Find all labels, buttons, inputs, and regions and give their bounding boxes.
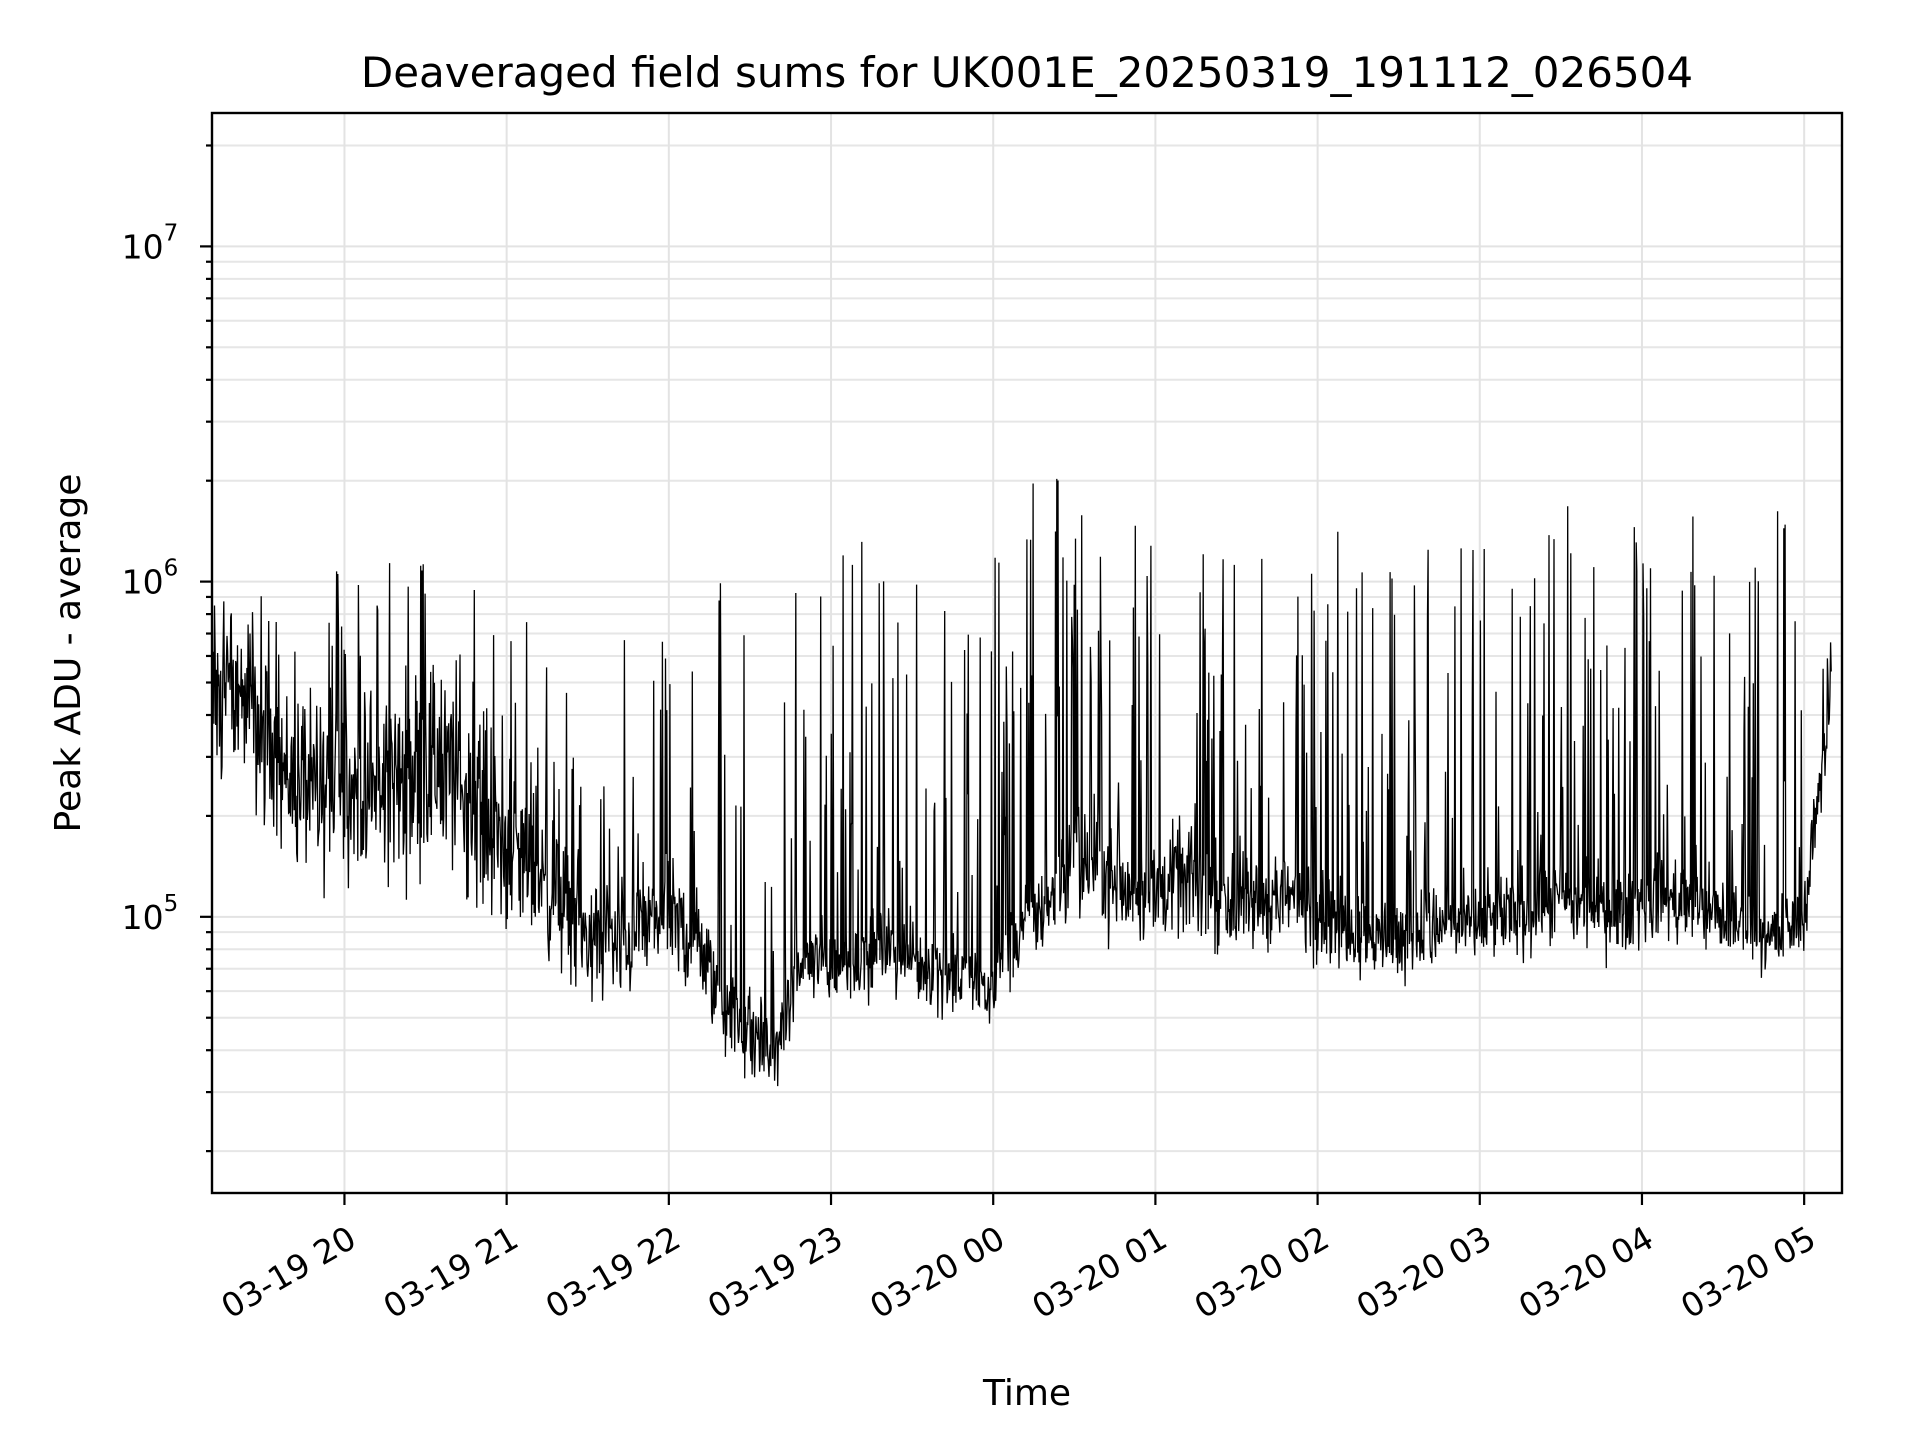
y-axis-label: Peak ADU - average [48,474,89,833]
series-line [211,478,1832,1087]
x-tick-label: 03-19 21 [377,1218,525,1326]
plot-frame [210,111,1844,1195]
x-tick-label: 03-20 05 [1674,1218,1822,1326]
x-tick-label: 03-20 03 [1350,1218,1498,1326]
chart-title: Deaveraged field sums for UK001E_2025031… [361,48,1693,97]
x-tick-label: 03-19 22 [539,1218,687,1326]
data-series [211,478,1832,1087]
y-tick-label: 105 [122,891,179,937]
x-tick-label: 03-19 20 [214,1218,362,1326]
x-tick-label: 03-20 01 [1025,1218,1173,1326]
x-tick-label: 03-20 02 [1188,1218,1336,1326]
x-axis-ticks: 03-19 20 03-19 21 03-19 22 03-19 23 03-20 00… [214,1193,1822,1326]
x-tick-label: 03-20 00 [863,1218,1011,1326]
y-axis-ticks: 105 106 107 [122,144,212,1153]
y-tick-label: 106 [122,556,179,602]
x-tick-label: 03-19 23 [701,1218,849,1326]
x-tick-label: 03-20 04 [1512,1218,1660,1326]
x-axis-label: Time [982,1373,1071,1414]
y-tick-label: 107 [122,220,179,266]
